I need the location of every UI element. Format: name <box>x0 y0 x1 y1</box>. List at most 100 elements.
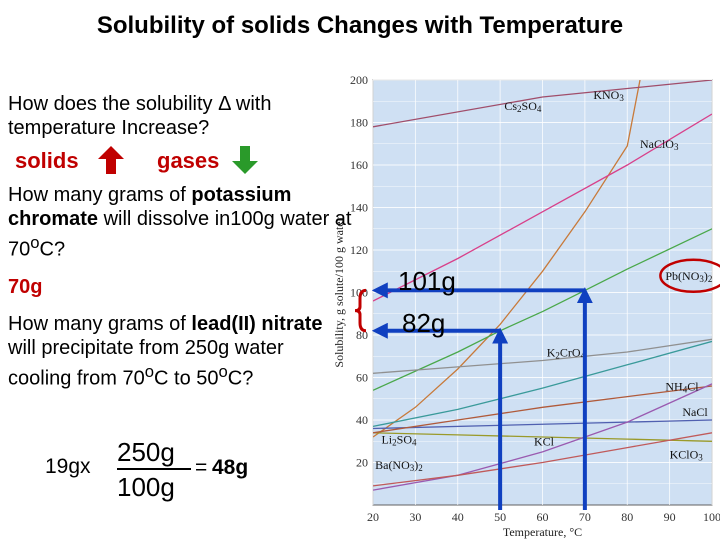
q3-degree-2: o <box>218 362 228 381</box>
curve-label-part-Pb(NO3)2-1: 3 <box>699 274 704 284</box>
series-line-Cs2SO4 <box>373 80 712 128</box>
curve-label-NaCl: NaCl <box>682 405 708 419</box>
solids-label: solids <box>15 148 79 173</box>
red-brace <box>354 288 367 333</box>
curve-label-part-Cs2SO4-1: 2 <box>517 104 522 114</box>
x-tick-label-80: 80 <box>621 510 633 524</box>
curve-label-part-NaClO3-0: NaClO <box>640 137 674 151</box>
curve-label-part-K2CrO4-1: 2 <box>555 351 560 361</box>
circled-label-outline <box>659 258 720 293</box>
y-tick-label-180: 180 <box>350 116 368 130</box>
curve-label-NaClO3: NaClO3 <box>640 137 679 152</box>
series-line-KCl <box>373 385 712 434</box>
curve-label-part-NH4Cl-0: NH <box>665 379 683 393</box>
curve-label-part-NH4Cl-2: Cl <box>687 379 699 393</box>
equation-result: 48g <box>212 456 249 479</box>
x-tick-label-100: 100 <box>703 510 720 524</box>
curve-label-part-Li2SO4-1: 2 <box>392 438 397 448</box>
curve-label-part-K2CrO4-0: K <box>547 345 556 359</box>
series-line-KNO3 <box>373 80 641 438</box>
y-tick-label-20: 20 <box>356 456 368 470</box>
equation-coefficient: 19gx <box>45 455 91 478</box>
curve-label-part-Ba(NO3)2-2: ) <box>414 458 418 472</box>
curve-label-part-Pb(NO3)2-3: 2 <box>708 274 713 284</box>
y-tick-label-100: 100 <box>350 286 368 300</box>
curve-label-Li2SO4: Li2SO4 <box>381 432 417 447</box>
curve-label-part-Li2SO4-2: SO <box>397 432 413 446</box>
curve-label-part-Ba(NO3)2-3: 2 <box>418 463 423 473</box>
q2-degree: o <box>30 233 40 252</box>
series-line-Li2SO4 <box>373 432 712 442</box>
up-arrow-icon <box>98 146 124 174</box>
curve-label-part-Cs2SO4-2: SO <box>522 99 538 113</box>
curve-label-part-NH4Cl-1: 4 <box>683 385 688 395</box>
curve-label-NH4Cl: NH4Cl <box>665 379 699 394</box>
question-potassium-chromate: How many grams of potassium chromate wil… <box>8 183 353 262</box>
series-line-KClO3 <box>373 383 712 491</box>
curve-label-part-KClO3-0: KClO <box>670 447 699 461</box>
curve-label-part-NaClO3-1: 3 <box>674 142 679 152</box>
equation-denominator: 100g <box>117 472 175 502</box>
curve-label-part-KNO3-0: KNO <box>593 88 619 102</box>
curve-label-part-K2CrO4-2: CrO <box>560 345 581 359</box>
q2-text-d: C? <box>39 238 66 261</box>
x-tick-label-20: 20 <box>367 510 379 524</box>
curve-label-KNO3: KNO3 <box>593 88 624 103</box>
q2-text-a: How many grams of <box>8 184 192 206</box>
y-tick-label-160: 160 <box>350 158 368 172</box>
q3-degree-1: o <box>144 362 155 381</box>
curve-label-part-Ba(NO3)2-1: 3 <box>410 463 415 473</box>
readout-82g: 82g <box>402 308 446 338</box>
gases-label: gases <box>157 148 220 173</box>
curve-label-part-NaCl-0: NaCl <box>682 405 708 419</box>
series-line-NaClO3 <box>373 113 712 302</box>
answer-potassium-chromate: 70g <box>8 276 43 298</box>
curve-label-part-Li2SO4-0: Li <box>381 432 392 446</box>
curve-label-K2CrO4: K2CrO4 <box>547 345 586 360</box>
y-tick-label-60: 60 <box>356 371 368 385</box>
curve-label-part-Pb(NO3)2-0: Pb(NO <box>665 269 699 283</box>
series-line-NaCl <box>373 419 712 430</box>
down-arrow-icon <box>232 146 258 174</box>
curve-label-part-Ba(NO3)2-0: Ba(NO <box>375 458 410 472</box>
curve-label-KClO3: KClO3 <box>670 447 704 462</box>
curve-label-part-KClO3-1: 3 <box>698 453 703 463</box>
q3-text-d: C to 50 <box>154 367 219 390</box>
q2-text-c: will dissolve in100g water at 70 <box>8 208 352 261</box>
y-tick-label-140: 140 <box>350 201 368 215</box>
curve-label-Pb(NO3)2: Pb(NO3)2 <box>665 269 712 284</box>
curve-label-part-Li2SO4-3: 4 <box>412 438 417 448</box>
series-line-NH4Cl <box>373 340 712 428</box>
y-tick-label-40: 40 <box>356 413 368 427</box>
q3-text-e: C? <box>227 367 254 390</box>
q3-text-b: lead(II) nitrate <box>191 313 323 335</box>
equation-fraction-bar <box>117 468 191 470</box>
readout-101g: 101g <box>398 266 456 296</box>
x-tick-label-60: 60 <box>537 510 549 524</box>
series-line-K2CrO4 <box>373 338 712 374</box>
x-tick-label-50: 50 <box>494 510 506 524</box>
y-tick-label-200: 200 <box>350 73 368 87</box>
curve-label-part-Pb(NO3)2-2: ) <box>704 269 708 283</box>
curve-label-Ba(NO3)2: Ba(NO3)2 <box>375 458 423 473</box>
q3-text-a: How many grams of <box>8 313 192 335</box>
q2-text-b: potassium chromate <box>8 184 292 230</box>
question-solubility-trend: How does the solubility Δ with temperatu… <box>8 93 272 139</box>
equation-numerator: 250g <box>117 437 175 467</box>
x-tick-label-30: 30 <box>409 510 421 524</box>
x-axis-label: Temperature, °C <box>503 525 582 539</box>
curve-label-part-Cs2SO4-3: 4 <box>537 104 542 114</box>
curve-label-part-Cs2SO4-0: Cs <box>504 99 517 113</box>
curve-label-KCl: KCl <box>534 435 555 449</box>
series-line-Ba(NO3)2 <box>373 432 712 487</box>
x-tick-label-70: 70 <box>579 510 591 524</box>
y-tick-label-120: 120 <box>350 243 368 257</box>
curve-label-Cs2SO4: Cs2SO4 <box>504 99 542 114</box>
y-axis-label: Solubility, g solute/100 g water <box>332 217 346 367</box>
page-title: Solubility of solids Changes with Temper… <box>96 12 624 39</box>
curve-label-part-KNO3-1: 3 <box>619 93 624 103</box>
curve-label-part-KCl-0: KCl <box>534 435 555 449</box>
q3-text-c: will precipitate from 250g water cooling… <box>8 337 284 390</box>
equation-equals: = <box>195 456 208 479</box>
